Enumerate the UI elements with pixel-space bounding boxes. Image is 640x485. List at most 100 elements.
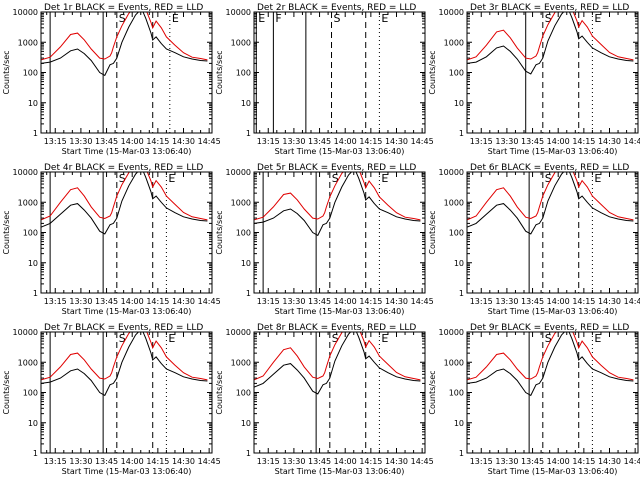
y-tick-label: 10 (454, 99, 464, 108)
x-tick-label: 13:45 (95, 457, 118, 466)
series-line (467, 12, 634, 75)
x-tick-label: 14:30 (598, 297, 621, 306)
y-tick-label: 10000 (439, 168, 464, 177)
y-tick-label: 1 (246, 449, 251, 458)
time-marker-label: E (594, 12, 601, 25)
y-tick-label: 10 (241, 419, 251, 428)
time-marker-label: S (119, 12, 126, 25)
y-tick-label: 10 (241, 259, 251, 268)
time-marker-label: S (545, 12, 552, 25)
series-group (467, 172, 634, 235)
series-group (467, 332, 634, 397)
series-line (41, 172, 208, 221)
x-axis-label: Start Time (15-Mar-03 13:06:40) (488, 307, 618, 316)
panel-title: Det 7r BLACK = Events, RED = LLD (44, 323, 203, 333)
series-line (467, 172, 634, 221)
series-line (467, 332, 634, 397)
x-tick-label: 14:30 (598, 457, 621, 466)
series-line (41, 332, 208, 381)
x-tick-label: 14:30 (385, 457, 408, 466)
x-tick-label: 13:30 (69, 137, 92, 146)
y-tick-label: 10 (28, 419, 38, 428)
series-line (41, 12, 208, 77)
time-marker-label: E (381, 332, 388, 345)
time-marker-label: F (275, 12, 281, 25)
x-tick-label: 13:15 (44, 137, 67, 146)
x-axis-label: Start Time (15-Mar-03 13:06:40) (275, 307, 405, 316)
x-axis-label: Start Time (15-Mar-03 13:06:40) (62, 147, 192, 156)
y-tick-label: 10000 (439, 8, 464, 17)
x-tick-label: 13:30 (495, 297, 518, 306)
x-axis-label: Start Time (15-Mar-03 13:06:40) (488, 147, 618, 156)
x-tick-label: 14:15 (359, 137, 382, 146)
y-tick-label: 1 (459, 289, 464, 298)
series-line (41, 332, 208, 397)
x-tick-label: 14:45 (411, 457, 434, 466)
x-axis-label: Start Time (15-Mar-03 13:06:40) (275, 467, 405, 476)
x-tick-label: 13:45 (308, 297, 331, 306)
y-axis-label: Counts/sec (2, 370, 11, 414)
x-tick-label: 14:15 (146, 457, 169, 466)
series-group (41, 12, 208, 77)
x-tick-label: 14:45 (624, 457, 640, 466)
x-tick-label: 14:15 (359, 297, 382, 306)
x-tick-label: 14:15 (146, 297, 169, 306)
x-tick-label: 14:00 (121, 137, 144, 146)
series-line (41, 172, 208, 235)
y-tick-label: 100 (449, 229, 464, 238)
y-tick-label: 10000 (226, 8, 251, 17)
plot-frame (466, 331, 639, 454)
time-marker-label: S (119, 332, 126, 345)
time-marker-label: S (545, 172, 552, 185)
y-tick-label: 1 (459, 449, 464, 458)
panel-title: Det 8r BLACK = Events, RED = LLD (257, 323, 416, 333)
x-tick-label: 14:00 (547, 457, 570, 466)
series-group (41, 172, 208, 235)
y-axis-label: Counts/sec (428, 50, 437, 94)
y-tick-label: 1 (459, 129, 464, 138)
time-marker-label: S (119, 172, 126, 185)
x-tick-label: 13:45 (308, 457, 331, 466)
y-tick-label: 1000 (18, 358, 38, 367)
y-tick-label: 1000 (18, 198, 38, 207)
time-marker-label: E (168, 332, 175, 345)
x-tick-label: 14:00 (334, 457, 357, 466)
x-tick-label: 13:15 (470, 297, 493, 306)
series-line (254, 332, 421, 395)
x-axis-label: Start Time (15-Mar-03 13:06:40) (275, 147, 405, 156)
time-marker-label: E (594, 172, 601, 185)
time-marker-label: S (332, 332, 339, 345)
plot-frame (253, 171, 426, 294)
x-tick-label: 14:15 (359, 457, 382, 466)
x-tick-label: 13:15 (470, 457, 493, 466)
y-tick-label: 1000 (231, 198, 251, 207)
y-tick-label: 100 (236, 389, 251, 398)
time-marker-label: E (172, 12, 179, 25)
series-group (254, 172, 421, 237)
x-tick-label: 13:30 (282, 297, 305, 306)
panel-title: Det 2r BLACK = Events, RED = LLD (257, 3, 416, 13)
time-marker-label: E (168, 172, 175, 185)
series-group (254, 332, 421, 395)
y-tick-label: 100 (23, 389, 38, 398)
panel-title: Det 1r BLACK = Events, RED = LLD (44, 3, 203, 13)
y-tick-label: 1 (246, 129, 251, 138)
series-group (467, 12, 634, 75)
y-tick-label: 10000 (439, 328, 464, 337)
y-axis-label: Counts/sec (215, 370, 224, 414)
y-axis-label: Counts/sec (215, 50, 224, 94)
time-marker-label: E (258, 12, 265, 25)
series-line (254, 332, 421, 381)
y-tick-label: 1000 (444, 198, 464, 207)
x-tick-label: 13:30 (282, 137, 305, 146)
x-tick-label: 13:15 (257, 137, 280, 146)
y-tick-label: 1000 (444, 38, 464, 47)
x-tick-label: 14:00 (547, 297, 570, 306)
